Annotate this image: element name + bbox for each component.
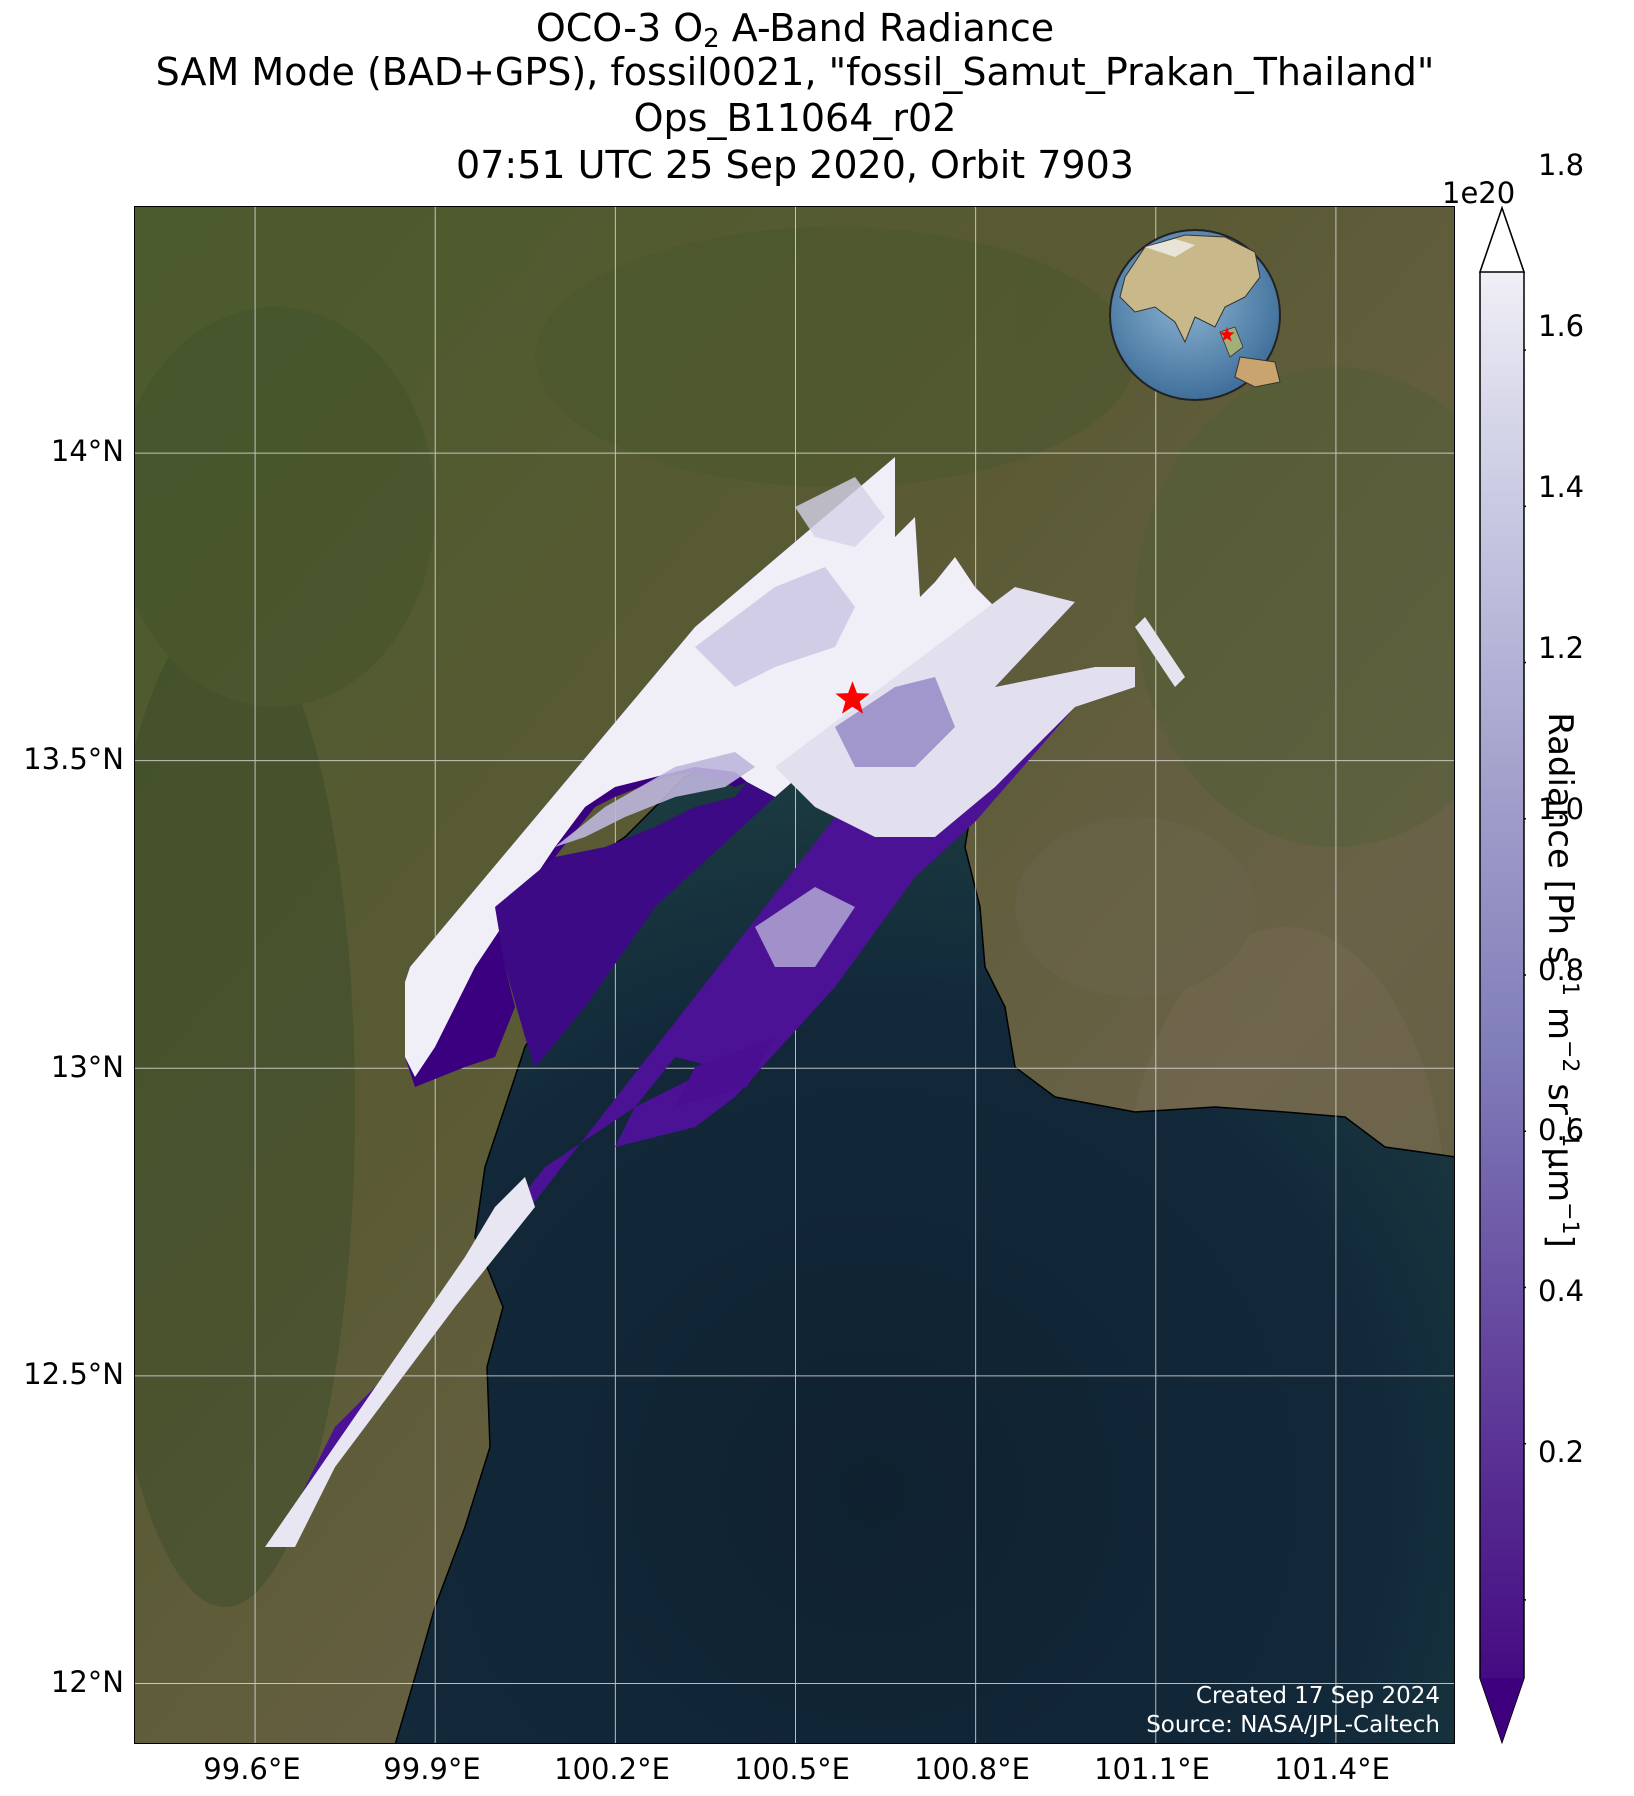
radiance-swaths <box>265 457 1185 1547</box>
title-line-3: Ops_B11064_r02 <box>633 96 957 140</box>
globe-himalaya <box>1145 239 1195 257</box>
lat-tick-label: 12°N <box>50 1665 124 1699</box>
swath-b-south-high <box>265 1177 535 1547</box>
terrain-texture <box>135 227 1454 1607</box>
title-line-2: SAM Mode (BAD+GPS), fossil0021, "fossil_… <box>155 50 1435 94</box>
inset-globe <box>1109 229 1281 401</box>
credits: Created 17 Sep 2024 Source: NASA/JPL-Cal… <box>1146 1682 1440 1740</box>
lat-tick-label: 14°N <box>50 434 124 468</box>
colorbar-low-extend <box>1480 1678 1524 1742</box>
swath-a-patch-2 <box>795 477 885 547</box>
colorbar-tick-label: 1.2 <box>1538 631 1585 665</box>
swath-b-center-patch <box>755 887 855 967</box>
colorbar-exponent: 1e20 <box>1442 176 1516 210</box>
map-canvas <box>135 207 1454 1743</box>
sea-area <box>395 733 1454 1743</box>
lon-tick-label: 100.8°E <box>914 1752 1030 1786</box>
swath-b-north-high <box>775 587 1135 837</box>
colorbar-ticks <box>1524 349 1526 1601</box>
created-date: Created 17 Sep 2024 <box>1195 1683 1440 1709</box>
lon-tick-label: 99.6°E <box>203 1752 301 1786</box>
swath-fragment-east <box>1135 617 1185 687</box>
swath-a-patch-1 <box>695 567 855 687</box>
colorbar-tick-label: 1.6 <box>1538 309 1585 343</box>
colorbar-tick-label: 0.2 <box>1538 1435 1585 1469</box>
title-line-4: 07:51 UTC 25 Sep 2020, Orbit 7903 <box>456 143 1134 187</box>
colorbar-high-extend <box>1478 206 1526 273</box>
globe-asia <box>1119 234 1261 344</box>
globe-target-star-icon <box>1219 327 1235 342</box>
lon-tick-label: 101.4°E <box>1274 1752 1390 1786</box>
lat-tick-label: 12.5°N <box>23 1357 124 1391</box>
colorbar-tick-label: 1.8 <box>1538 148 1585 182</box>
swath-fragment-south <box>675 1037 775 1107</box>
map-panel <box>134 206 1455 1744</box>
lat-tick-label: 13.5°N <box>23 742 124 776</box>
swath-b-north-mid <box>835 677 955 767</box>
swath-a-mid <box>555 752 755 847</box>
lat-tick-label: 13°N <box>50 1050 124 1084</box>
colorbar-tick-label: 0.4 <box>1538 1274 1585 1308</box>
globe-australia <box>1234 356 1281 388</box>
target-star-icon <box>835 681 870 714</box>
title-line-1: OCO-3 O2 A-Band Radiance <box>535 6 1055 54</box>
lon-tick-label: 100.2°E <box>554 1752 670 1786</box>
swath-a-low <box>495 782 775 1067</box>
colorbar-body <box>1479 206 1525 1744</box>
colorbar-tick-label: 0.6 <box>1538 1113 1585 1147</box>
colorbar-tick-label: 0.8 <box>1538 953 1585 987</box>
lon-tick-label: 99.9°E <box>383 1752 481 1786</box>
colorbar-label: Radiance [Ph s−1 m−2 sr−1µm−1] <box>1540 712 1582 1248</box>
colorbar-tick-label: 1.4 <box>1538 470 1585 504</box>
colorbar <box>1478 206 1526 1744</box>
gridlines <box>135 207 1454 1743</box>
source-credit: Source: NASA/JPL-Caltech <box>1146 1712 1440 1738</box>
colorbar-tick-label: 1.0 <box>1538 792 1585 826</box>
lon-tick-label: 101.1°E <box>1094 1752 1210 1786</box>
lon-tick-label: 100.5°E <box>734 1752 850 1786</box>
